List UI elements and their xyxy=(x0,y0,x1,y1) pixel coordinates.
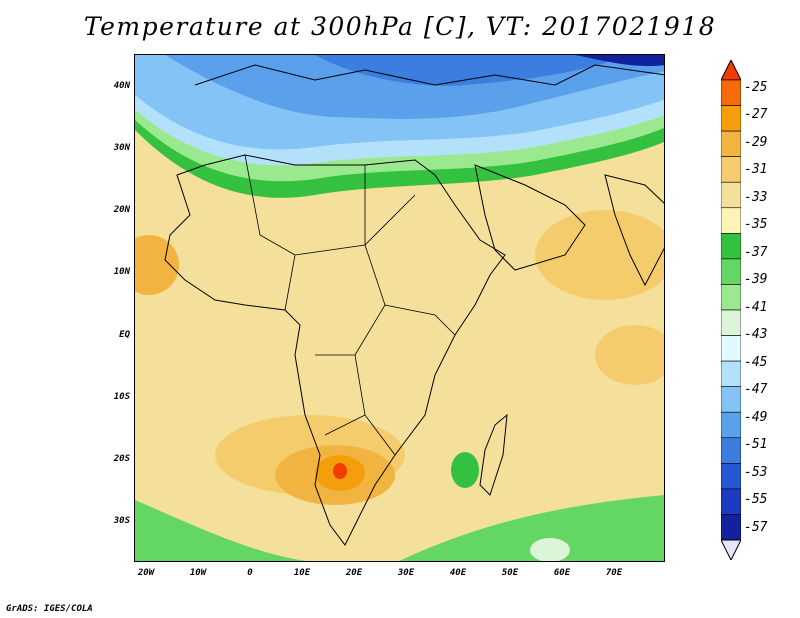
lat-label-30s: 30S xyxy=(113,516,130,526)
coastline-arabia xyxy=(474,164,586,271)
colorbar-label: -43 xyxy=(744,327,768,342)
lon-label-70e: 70E xyxy=(605,568,623,578)
lat-label-30n: 30N xyxy=(113,143,130,153)
country-borders xyxy=(244,154,456,456)
colorbar-label: -25 xyxy=(744,80,768,95)
colorbar-label: -53 xyxy=(744,465,768,480)
colorbar-swatch xyxy=(721,488,741,515)
colorbar-swatch xyxy=(721,233,741,260)
coastline-madagascar xyxy=(479,413,508,496)
colorbar-label: -41 xyxy=(744,300,768,315)
colorbar-swatch xyxy=(721,309,741,336)
cool-patch-madagascar xyxy=(451,452,479,488)
colorbar-label: -49 xyxy=(744,410,768,425)
colorbar xyxy=(721,60,741,560)
colorbar-swatch xyxy=(721,411,741,439)
footer-credit: GrADS: IGES/COLA xyxy=(6,604,93,614)
colorbar-label: -31 xyxy=(744,162,768,177)
colorbar-label: -51 xyxy=(744,437,768,452)
colorbar-label: -35 xyxy=(744,217,768,232)
colorbar-label: -39 xyxy=(744,272,768,287)
colorbar-swatch xyxy=(721,79,741,106)
lon-label-60e: 60E xyxy=(553,568,571,578)
colorbar-label: -27 xyxy=(744,107,768,122)
colorbar-swatch xyxy=(721,207,741,234)
colorbar-swatch xyxy=(721,335,741,362)
colorbar-swatch xyxy=(721,105,741,132)
colorbar-arrow-top xyxy=(721,60,741,81)
coastline-africa xyxy=(164,154,506,546)
colorbar-swatch xyxy=(721,130,741,157)
cool-patch-south xyxy=(530,538,570,561)
temperature-field xyxy=(135,55,664,561)
lat-label-10n: 10N xyxy=(113,267,130,277)
lon-label-20e: 20E xyxy=(345,568,363,578)
colorbar-swatch xyxy=(721,437,741,464)
lon-label-30e: 30E xyxy=(397,568,415,578)
chart-title: Temperature at 300hPa [C], VT: 201702191… xyxy=(83,12,717,41)
lat-label-20s: 20S xyxy=(113,454,130,464)
lat-label-eq: EQ xyxy=(119,330,130,340)
lat-label-20n: 20N xyxy=(113,205,130,215)
band-navy-north xyxy=(575,55,664,67)
lat-label-10s: 10S xyxy=(113,392,130,402)
lon-label-0: 0 xyxy=(247,568,253,578)
colorbar-swatch xyxy=(721,360,741,387)
colorbar-swatch xyxy=(721,258,741,285)
colorbar-label: -57 xyxy=(744,520,768,535)
warm-patch-arabia xyxy=(535,210,664,300)
colorbar-arrow-bottom xyxy=(721,539,741,560)
colorbar-label: -29 xyxy=(744,135,768,150)
colorbar-swatch xyxy=(721,386,741,413)
colorbar-label: -47 xyxy=(744,382,768,397)
band-green-south-east xyxy=(399,495,664,561)
map-plot-area xyxy=(134,54,665,562)
lon-label-10e: 10E xyxy=(293,568,311,578)
coastline-india xyxy=(604,174,664,287)
lat-label-40n: 40N xyxy=(113,81,130,91)
colorbar-label: -33 xyxy=(744,190,768,205)
colorbar-swatch xyxy=(721,156,741,183)
colorbar-label: -45 xyxy=(744,355,768,370)
lon-label-20w: 20W xyxy=(137,568,155,578)
colorbar-swatch xyxy=(721,284,741,311)
warm-patch-southern-core xyxy=(333,463,347,479)
band-green-south xyxy=(135,500,308,561)
colorbar-swatch xyxy=(721,181,741,209)
warm-patch-westafrica xyxy=(135,235,179,295)
lon-label-10w: 10W xyxy=(189,568,207,578)
band-darkblue-north xyxy=(315,55,615,86)
colorbar-label: -37 xyxy=(744,245,768,260)
warm-patch-indianocean xyxy=(595,325,664,385)
coastline-europe xyxy=(194,64,664,86)
lon-label-40e: 40E xyxy=(449,568,467,578)
lon-label-50e: 50E xyxy=(501,568,519,578)
colorbar-swatch xyxy=(721,463,741,490)
colorbar-swatch xyxy=(721,514,741,541)
colorbar-label: -55 xyxy=(744,492,768,507)
